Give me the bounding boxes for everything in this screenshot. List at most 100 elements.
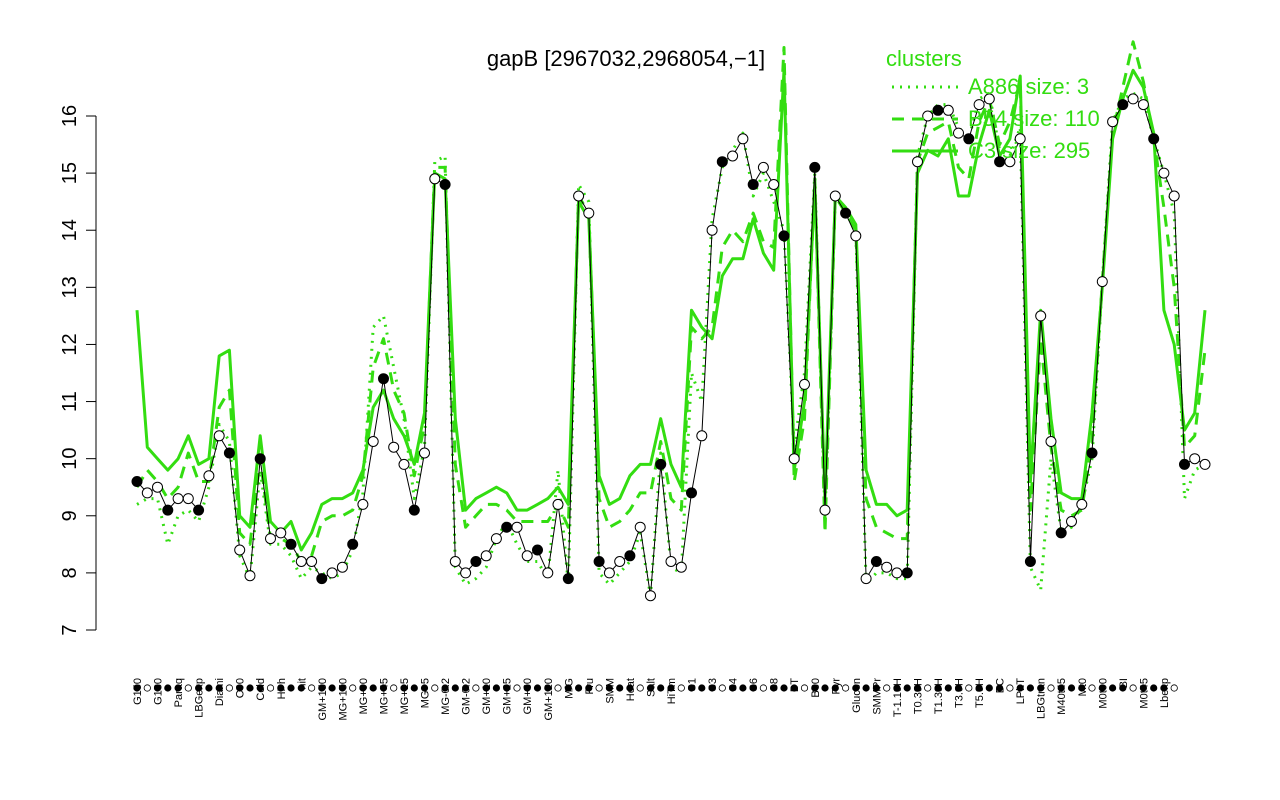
data-point (141, 487, 153, 499)
sample-marker (903, 684, 911, 692)
sample-marker (585, 684, 593, 692)
x-tick-label: GM+60 (522, 678, 534, 714)
x-tick-label: GM-0.2 (461, 678, 473, 715)
data-point (901, 567, 913, 579)
data-point (881, 561, 893, 573)
sample-marker (328, 684, 336, 692)
data-point (265, 533, 276, 545)
x-tick-label: MG+90 (358, 678, 370, 714)
sample-marker (287, 684, 295, 692)
x-tick-label: M40t45 (1056, 678, 1068, 715)
data-point (429, 173, 441, 185)
sample-marker (297, 684, 305, 692)
data-point (778, 230, 790, 242)
chart-title: gapB [2967032,2968054,−1] (487, 46, 765, 71)
sample-marker (759, 684, 768, 692)
sample-marker (831, 684, 839, 692)
sample-marker (698, 684, 706, 692)
sample-marker (893, 684, 901, 692)
sample-marker (441, 684, 449, 692)
axes: 7 8 9 10 11 12 13 14 15 16 (59, 105, 97, 636)
data-point (1024, 556, 1036, 567)
sample-marker (1088, 684, 1096, 692)
sample-marker (1057, 684, 1065, 692)
x-sample-markers (133, 684, 1178, 692)
sample-marker (934, 684, 942, 692)
data-point (1096, 276, 1108, 288)
sample-marker (1119, 684, 1127, 692)
data-point (490, 533, 502, 545)
x-tick-label: GM+150 (317, 678, 329, 721)
sample-marker (225, 684, 233, 692)
y-tick-label: 8 (59, 567, 81, 578)
sample-marker (626, 684, 634, 692)
sample-marker (390, 684, 398, 692)
data-point (737, 133, 749, 145)
sample-marker (410, 684, 418, 692)
data-markers (131, 93, 1211, 602)
data-point (182, 493, 194, 505)
legend: clusters A886 size: 3 B54 size: 110 C3 siz… (886, 46, 1100, 163)
data-point (655, 458, 667, 470)
x-tick-label: BI (1118, 678, 1130, 688)
sample-marker (739, 684, 747, 692)
sample-marker (184, 684, 192, 692)
sample-marker (616, 684, 624, 692)
sample-marker (236, 684, 244, 692)
data-point (1014, 133, 1026, 145)
data-point (1168, 190, 1180, 202)
legend-entry: C3 size: 295 (968, 138, 1090, 163)
legend-entry: B54 size: 110 (968, 106, 1100, 131)
data-point (953, 127, 964, 139)
x-tick-label: MG+45 (378, 678, 390, 714)
data-point (1066, 516, 1077, 527)
sample-marker (841, 684, 850, 692)
data-point (367, 436, 379, 447)
data-point (470, 556, 482, 567)
data-point (891, 567, 903, 579)
data-point (378, 373, 389, 385)
data-point (634, 521, 646, 533)
sample-marker (1037, 684, 1045, 692)
sample-marker (1026, 684, 1035, 692)
sample-marker (667, 684, 675, 692)
data-point (614, 556, 626, 567)
sample-marker (708, 684, 716, 692)
sample-marker (872, 684, 881, 692)
data-point (840, 207, 852, 219)
data-point (932, 104, 944, 116)
sample-marker (369, 684, 377, 692)
data-point (449, 556, 461, 567)
data-point (213, 430, 225, 442)
data-point (963, 133, 975, 145)
data-point (562, 573, 574, 585)
data-point (542, 567, 554, 579)
data-point (675, 561, 687, 573)
data-point (1137, 99, 1149, 111)
sample-marker (164, 684, 172, 692)
sample-marker (482, 684, 490, 692)
sample-marker (913, 684, 922, 692)
data-point (727, 150, 739, 162)
sample-marker (965, 684, 973, 692)
x-tick-label: MG-0.2 (440, 678, 452, 715)
data-point (223, 447, 235, 459)
data-point (357, 498, 369, 510)
sample-marker (431, 684, 439, 692)
data-point (285, 538, 297, 550)
data-point (757, 161, 769, 173)
sample-marker (420, 684, 429, 692)
data-point (172, 493, 184, 505)
sample-marker (533, 684, 542, 692)
sample-marker (544, 684, 552, 692)
sample-marker (821, 684, 829, 692)
data-point (439, 179, 451, 190)
x-tick-label: SMMPr (871, 678, 883, 715)
sample-marker (595, 684, 603, 692)
sample-marker (307, 684, 316, 692)
data-point (1107, 116, 1119, 128)
x-tick-label: MG+5 (420, 678, 432, 708)
data-point (193, 504, 205, 516)
sample-marker (749, 684, 757, 692)
x-tick-label: M0t45 (1138, 678, 1150, 709)
